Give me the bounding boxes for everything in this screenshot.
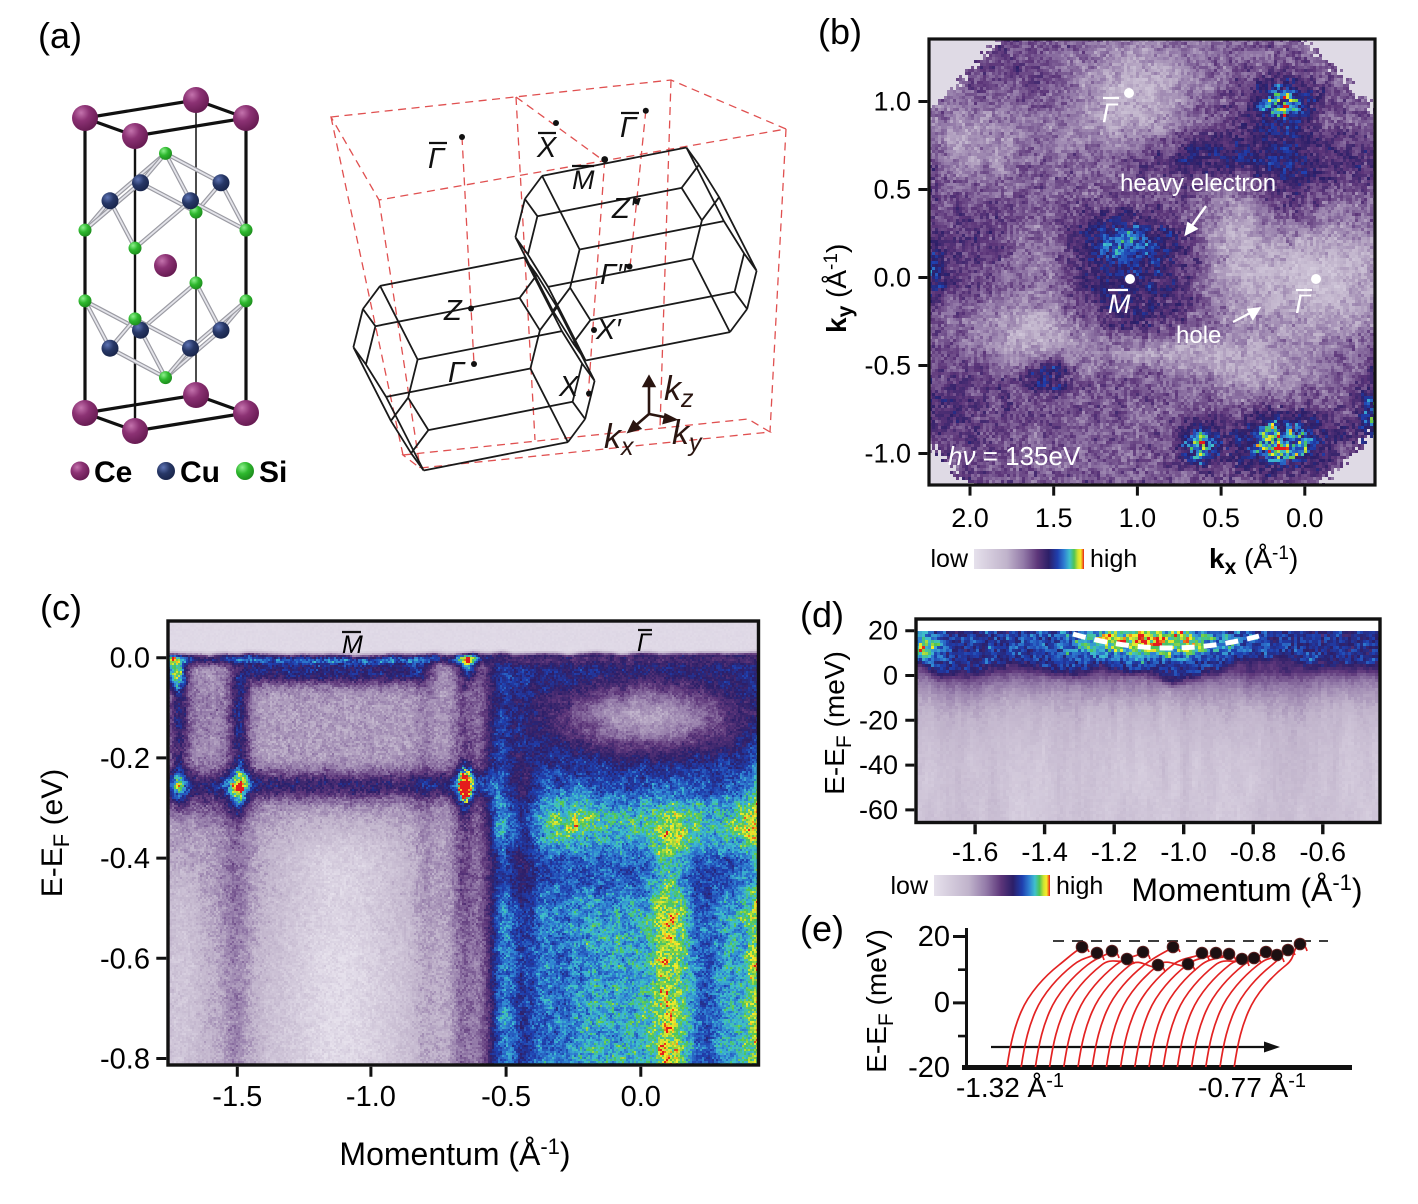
svg-text:1.0: 1.0 [873,87,911,117]
svg-text:Si: Si [259,456,287,489]
svg-text:-1.0: -1.0 [1160,837,1207,867]
svg-text:0.0: 0.0 [873,263,911,293]
svg-text:-0.77 Å-1: -0.77 Å-1 [1198,1070,1306,1103]
svg-text:-0.6: -0.6 [100,943,150,975]
svg-text:-0.5: -0.5 [481,1081,531,1113]
svg-text:0.5: 0.5 [1202,503,1240,533]
svg-text:-0.4: -0.4 [100,843,150,875]
svg-text:Z: Z [443,295,463,327]
svg-text:X: X [558,371,580,403]
svg-text:E-EF (eV): E-EF (eV) [36,769,74,897]
svg-text:-1.2: -1.2 [1091,837,1138,867]
svg-text:20: 20 [918,921,950,953]
svg-text:E-EF (meV): E-EF (meV) [819,651,856,795]
svg-text:M: M [1108,289,1131,319]
svg-text:2.0: 2.0 [951,503,989,533]
svg-text:-0.5: -0.5 [864,351,911,381]
svg-text:X′: X′ [595,314,622,346]
svg-text:-1.0: -1.0 [346,1081,396,1113]
svg-text:(e): (e) [800,908,844,949]
svg-text:Ce: Ce [94,456,132,489]
svg-text:-1.6: -1.6 [952,837,999,867]
svg-text:Γ: Γ [428,143,446,175]
svg-text:(c): (c) [40,587,82,628]
svg-text:hole: hole [1176,322,1221,349]
svg-text:Γ: Γ [620,112,638,144]
svg-text:(b): (b) [818,11,862,52]
svg-text:-0.6: -0.6 [1300,837,1347,867]
svg-text:kx: kx [604,418,635,461]
svg-text:Momentum (Å-1): Momentum (Å-1) [339,1134,570,1172]
svg-text:0.0: 0.0 [1286,503,1324,533]
svg-text:low: low [930,545,968,573]
svg-text:Γ: Γ [1295,289,1312,319]
svg-text:(d): (d) [800,594,844,635]
svg-text:Γ″: Γ″ [600,259,629,291]
svg-text:-1.4: -1.4 [1021,837,1068,867]
svg-text:0.0: 0.0 [621,1081,661,1113]
svg-text:0: 0 [883,661,898,691]
svg-text:-0.2: -0.2 [100,743,150,775]
svg-text:Z″: Z″ [611,193,642,225]
svg-text:Γ: Γ [448,357,466,389]
svg-text:X: X [536,132,558,164]
svg-text:Γ: Γ [1102,98,1119,128]
svg-text:-40: -40 [859,750,898,780]
svg-text:20: 20 [868,616,898,646]
svg-text:-20: -20 [908,1052,950,1084]
svg-text:low: low [890,872,928,900]
svg-text:M: M [572,165,595,195]
svg-text:-1.32 Å-1: -1.32 Å-1 [956,1070,1064,1103]
svg-text:M: M [342,631,363,659]
svg-text:Γ: Γ [637,629,653,657]
svg-text:E-EF (meV): E-EF (meV) [861,929,898,1073]
svg-text:-1.5: -1.5 [212,1081,262,1113]
svg-text:Momentum (Å-1): Momentum (Å-1) [1131,870,1362,908]
svg-text:1.5: 1.5 [1035,503,1073,533]
svg-text:kx (Å-1): kx (Å-1) [1209,543,1298,579]
svg-text:(a): (a) [38,15,82,56]
svg-text:-0.8: -0.8 [1230,837,1277,867]
svg-text:Cu: Cu [180,456,220,489]
svg-text:high: high [1056,872,1103,900]
svg-text:hν = 135eV: hν = 135eV [948,441,1081,471]
svg-text:0.0: 0.0 [110,643,150,675]
svg-text:-60: -60 [859,795,898,825]
svg-text:-0.8: -0.8 [100,1044,150,1076]
svg-text:0.5: 0.5 [873,175,911,205]
svg-text:heavy electron: heavy electron [1120,170,1276,197]
svg-text:ky: ky [672,414,703,457]
svg-text:0: 0 [934,987,950,1019]
svg-text:1.0: 1.0 [1119,503,1157,533]
svg-text:-1.0: -1.0 [864,439,911,469]
svg-text:-20: -20 [859,705,898,735]
svg-text:high: high [1090,545,1137,573]
svg-text:kz: kz [664,370,694,413]
svg-text:ky (Å-1): ky (Å-1) [821,244,857,333]
